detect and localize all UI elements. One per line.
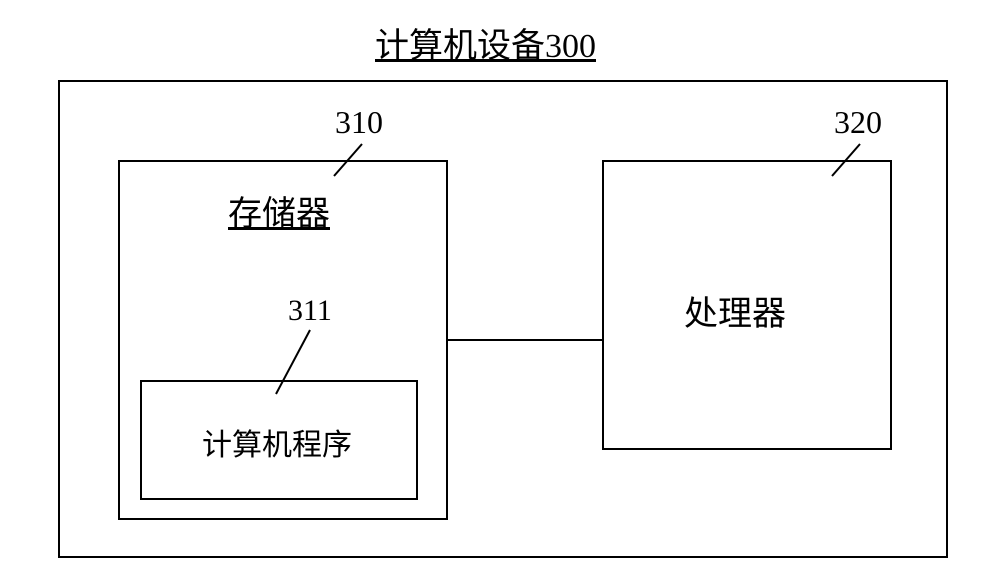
connector-line: [0, 0, 1000, 586]
